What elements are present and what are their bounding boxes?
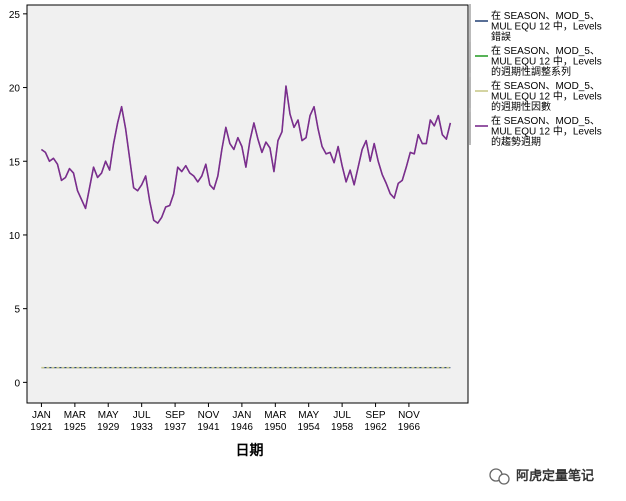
x-tick-label-year: 1925 [64, 422, 87, 433]
y-tick-label: 0 [14, 378, 20, 389]
legend-label: 在 SEASON、MOD_5、 [491, 10, 600, 22]
x-tick-label-year: 1958 [331, 422, 354, 433]
x-tick-label-month: MAY [298, 410, 319, 421]
x-tick-label-year: 1946 [231, 422, 254, 433]
x-tick-label-year: 1954 [298, 422, 321, 433]
watermark: 阿虎定量笔记 [489, 468, 594, 485]
wechat-icon [489, 468, 510, 485]
legend-item: 在 SEASON、MOD_5、MUL EQU 12 中，Levels的週期性調整… [469, 42, 602, 78]
y-tick-label: 5 [14, 305, 20, 316]
x-tick-label-year: 1941 [197, 422, 220, 433]
watermark-text: 阿虎定量笔记 [516, 468, 594, 484]
x-tick-label-year: 1929 [97, 422, 120, 433]
x-tick-label-year: 1966 [398, 422, 421, 433]
y-tick-label: 25 [9, 10, 21, 21]
x-tick-label-month: JAN [32, 410, 51, 421]
y-tick-label: 10 [9, 231, 21, 242]
legend-label: MUL EQU 12 中，Levels [491, 90, 602, 103]
x-tick-label-year: 1937 [164, 422, 187, 433]
x-tick-label-month: MAR [64, 410, 86, 421]
x-axis: JAN1921MAR1925MAY1929JUL1933SEP1937NOV19… [30, 403, 420, 433]
x-tick-label-month: SEP [366, 410, 386, 421]
y-tick-label: 15 [9, 157, 21, 168]
legend-label: 在 SEASON、MOD_5、 [491, 45, 600, 57]
legend-label: 錯誤 [491, 30, 511, 43]
x-tick-label-year: 1933 [131, 422, 154, 433]
x-tick-label-year: 1950 [264, 422, 287, 433]
x-tick-label-month: SEP [165, 410, 185, 421]
legend-label: MUL EQU 12 中，Levels [491, 125, 602, 138]
legend-label: 的週期性因數 [491, 100, 551, 113]
y-axis: 0 5 10 15 20 25 [9, 10, 27, 389]
x-tick-label-month: JUL [133, 410, 151, 421]
legend-label: 的趨勢週期 [491, 135, 541, 148]
x-tick-label-year: 1921 [30, 422, 53, 433]
x-axis-title: 日期 [236, 443, 264, 459]
x-tick-label-month: JUL [333, 410, 351, 421]
x-tick-label-month: MAR [264, 410, 286, 421]
x-tick-label-month: MAY [98, 410, 119, 421]
legend-label: 的週期性調整系列 [491, 65, 571, 78]
series-layer [40, 85, 452, 369]
legend-label: MUL EQU 12 中，Levels [491, 55, 602, 68]
x-tick-label-month: NOV [198, 410, 220, 421]
plot-area [26, 4, 469, 404]
series-line-3 [40, 85, 452, 224]
x-tick-label-year: 1962 [364, 422, 387, 433]
x-tick-label-month: JAN [232, 410, 251, 421]
x-tick-label-month: NOV [398, 410, 420, 421]
legend-label: 在 SEASON、MOD_5、 [491, 115, 600, 127]
y-tick-label: 20 [9, 84, 21, 95]
legend-label: 在 SEASON、MOD_5、 [491, 80, 600, 92]
legend-label: MUL EQU 12 中，Levels [491, 20, 602, 33]
